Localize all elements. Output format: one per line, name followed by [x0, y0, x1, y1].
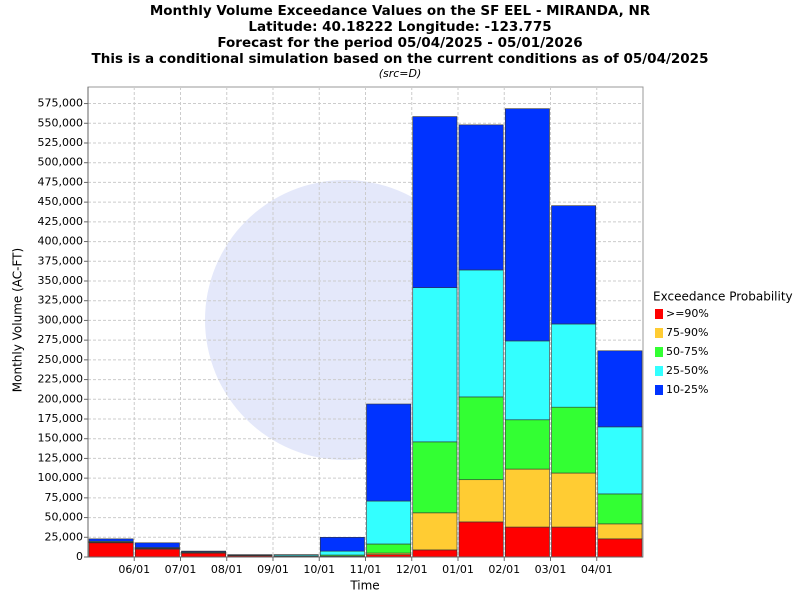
legend-swatch	[655, 309, 663, 319]
bar-segment	[319, 536, 365, 552]
legend-label: 50-75%	[666, 345, 708, 358]
legend-swatch	[655, 385, 663, 395]
bar-segment	[551, 323, 597, 408]
y-tick-label: 550,000	[38, 116, 84, 129]
bar-segment	[227, 554, 273, 556]
x-tick-label: 03/01	[535, 563, 567, 576]
bar-segment	[551, 205, 597, 325]
x-tick-label: 02/01	[488, 563, 520, 576]
y-tick-label: 500,000	[38, 156, 84, 169]
y-tick-label: 575,000	[38, 97, 84, 110]
legend-label: 75-90%	[666, 326, 708, 339]
legend-swatch	[655, 328, 663, 338]
x-tick-label: 11/01	[350, 563, 382, 576]
bar-segment	[366, 500, 412, 545]
bar-segment	[551, 526, 597, 558]
chart-title: Forecast for the period 05/04/2025 - 05/…	[217, 35, 582, 51]
bar-segment	[504, 340, 550, 421]
bar-segment	[597, 493, 643, 525]
y-tick-label: 325,000	[38, 294, 84, 307]
y-tick-label: 350,000	[38, 274, 84, 287]
bar-segment	[597, 350, 643, 428]
bar-segment	[551, 472, 597, 528]
bar-segment	[319, 550, 365, 556]
bar-segment	[458, 124, 504, 271]
bar-segment	[181, 550, 227, 553]
y-tick-label: 475,000	[38, 175, 84, 188]
bar-segment	[412, 116, 458, 288]
y-tick-label: 250,000	[38, 353, 84, 366]
y-axis-label: Monthly Volume (AC-FT)	[11, 248, 25, 392]
bar-segment	[366, 543, 412, 554]
bar-segment	[412, 549, 458, 558]
bar-segment	[458, 269, 504, 398]
bar-segment	[597, 538, 643, 558]
bar-segment	[504, 419, 550, 470]
x-tick-label: 07/01	[165, 563, 197, 576]
x-tick-label: 09/01	[257, 563, 289, 576]
x-tick-label: 01/01	[442, 563, 474, 576]
y-tick-label: 375,000	[38, 254, 84, 267]
bar-segment	[366, 403, 412, 502]
bar-segment	[181, 552, 227, 558]
x-axis-label: Time	[349, 579, 379, 593]
y-tick-label: 175,000	[38, 412, 84, 425]
bar-segment	[504, 468, 550, 528]
legend-label: 10-25%	[666, 383, 708, 396]
y-tick-label: 400,000	[38, 235, 84, 248]
x-tick-label: 10/01	[303, 563, 335, 576]
bar-segment	[412, 512, 458, 551]
legend-label: 25-50%	[666, 364, 708, 377]
bar-segment	[88, 542, 134, 558]
bar-segment	[458, 396, 504, 481]
y-tick-label: 525,000	[38, 136, 84, 149]
legend-swatch	[655, 366, 663, 376]
y-tick-label: 75,000	[45, 491, 84, 504]
legend-title: Exceedance Probability	[653, 290, 793, 304]
bar-segment	[551, 406, 597, 474]
y-tick-label: 200,000	[38, 392, 84, 405]
y-tick-label: 0	[76, 550, 83, 563]
y-tick-label: 425,000	[38, 215, 84, 228]
bar-segment	[412, 287, 458, 443]
chart-title: This is a conditional simulation based o…	[92, 51, 709, 67]
chart-title: Monthly Volume Exceedance Values on the …	[150, 3, 651, 19]
x-tick-label: 06/01	[118, 563, 150, 576]
subtitle: (src=D)	[379, 67, 422, 80]
bar-segment	[597, 523, 643, 540]
y-tick-label: 25,000	[45, 530, 84, 543]
y-tick-label: 50,000	[45, 511, 84, 524]
y-tick-label: 100,000	[38, 471, 84, 484]
bar-segment	[458, 521, 504, 558]
y-tick-label: 125,000	[38, 451, 84, 464]
y-tick-label: 450,000	[38, 195, 84, 208]
chart-title: Latitude: 40.18222 Longitude: -123.775	[248, 19, 551, 35]
y-tick-label: 300,000	[38, 313, 84, 326]
y-tick-label: 275,000	[38, 333, 84, 346]
bar-segment	[504, 108, 550, 342]
bar-segment	[504, 526, 550, 558]
y-tick-label: 225,000	[38, 373, 84, 386]
y-tick-label: 150,000	[38, 432, 84, 445]
x-tick-label: 04/01	[581, 563, 613, 576]
x-tick-label: 08/01	[211, 563, 243, 576]
bar-segment	[412, 441, 458, 514]
x-tick-label: 12/01	[396, 563, 428, 576]
legend-swatch	[655, 347, 663, 357]
bar-segment	[597, 426, 643, 495]
bar-segment	[458, 479, 504, 523]
bar-segment	[134, 548, 180, 558]
legend-label: >=90%	[666, 307, 709, 320]
bar-segment	[134, 542, 180, 548]
bar-segment	[88, 538, 134, 542]
